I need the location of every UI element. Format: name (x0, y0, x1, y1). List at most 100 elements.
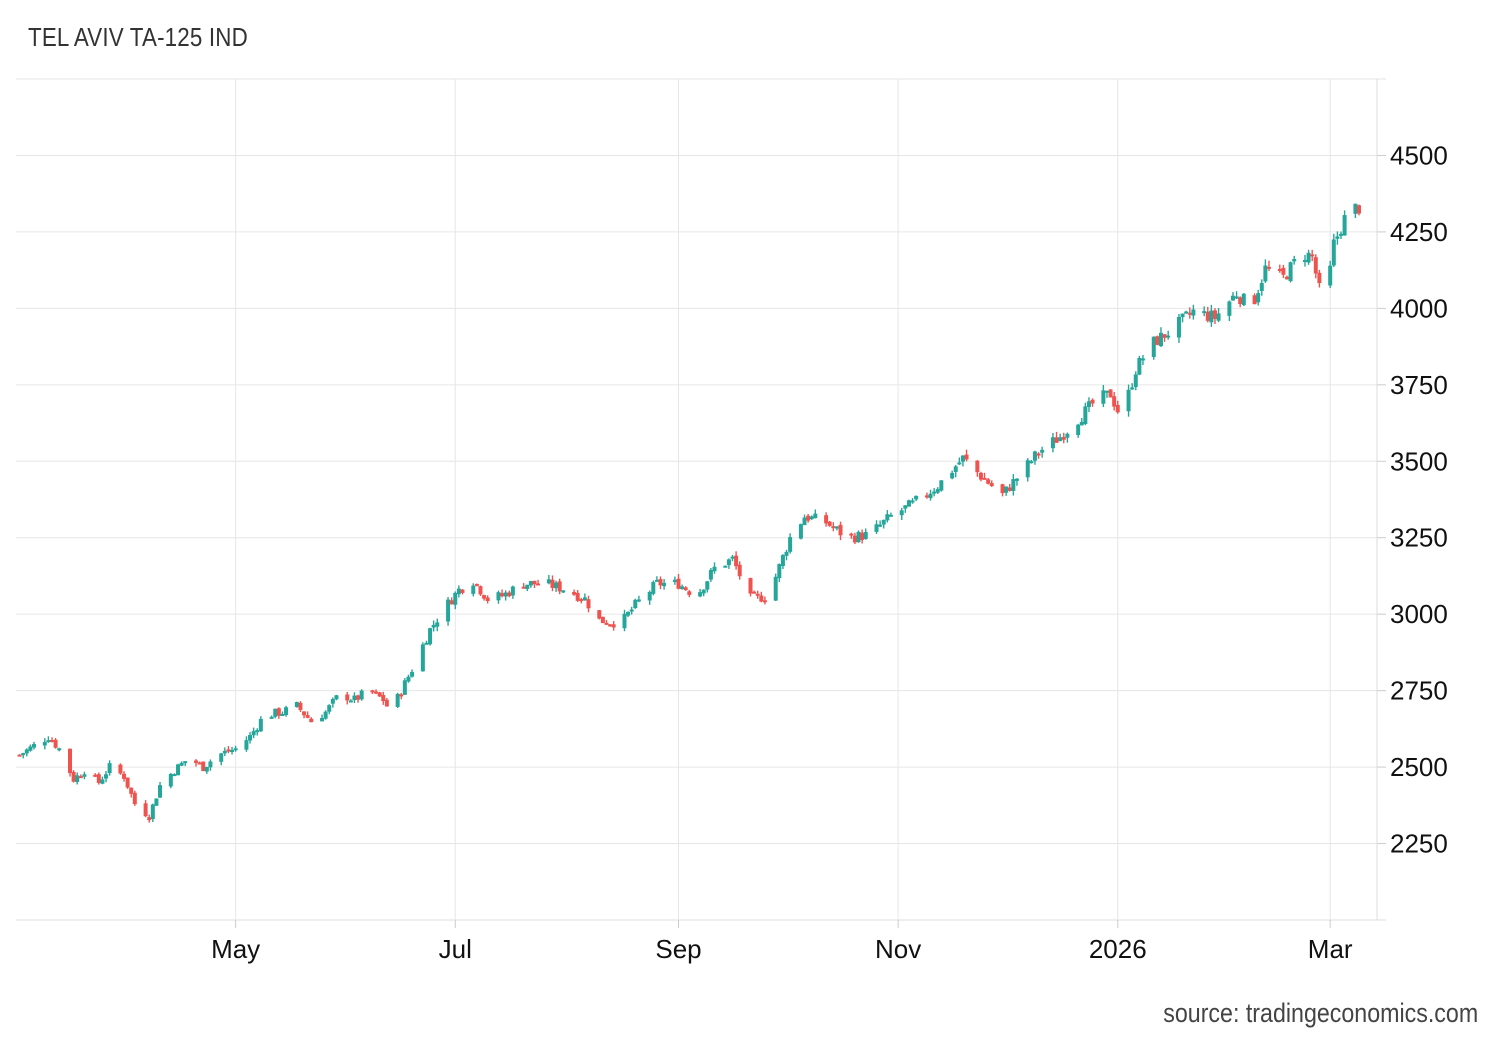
candle-body (1137, 357, 1142, 375)
candle-body (705, 581, 710, 590)
candle-body (453, 592, 458, 605)
candle-down (608, 623, 613, 627)
candle-up (32, 741, 37, 750)
candle-up (863, 528, 868, 540)
candle-body (1032, 451, 1037, 461)
candle-body (773, 576, 778, 601)
candle-body (1241, 293, 1246, 306)
candle-body (662, 582, 667, 587)
candle-body (723, 565, 728, 568)
candle-up (395, 692, 400, 708)
candle-up (1288, 261, 1293, 283)
candle-up (100, 776, 105, 785)
candle-up (348, 699, 353, 703)
candle-up (698, 588, 703, 598)
candle-down (478, 585, 483, 596)
candle-body (1130, 387, 1135, 390)
candle-down (143, 800, 148, 818)
candle-up (701, 589, 706, 597)
candle-body (276, 708, 281, 716)
candle-body (327, 705, 332, 712)
candle-up (352, 692, 357, 704)
candle-body (1202, 311, 1207, 314)
candle-up (730, 554, 735, 562)
candle-body (575, 592, 580, 601)
candle-body (831, 526, 836, 529)
candle-body (683, 587, 688, 591)
candle-down (521, 583, 526, 589)
candle-down (1313, 254, 1318, 279)
candle-up (510, 585, 515, 599)
candle-body (834, 526, 839, 529)
candle-up (1202, 306, 1207, 317)
candle-down (125, 777, 130, 789)
candle-up (1140, 355, 1145, 366)
candle-up (773, 573, 778, 602)
candle-down (381, 691, 386, 705)
candle-up (1133, 371, 1138, 391)
candle-down (201, 761, 206, 772)
candle-body (1252, 295, 1257, 305)
candle-body (950, 472, 955, 479)
candle-body (849, 533, 854, 536)
candle-body (474, 583, 479, 586)
candle-down (557, 578, 562, 595)
candle-up (1004, 486, 1009, 496)
candle-body (46, 740, 51, 743)
candle-down (122, 771, 127, 782)
candle-body (784, 551, 789, 556)
candle-body (104, 774, 109, 779)
candle-body (485, 597, 490, 601)
candle-up (1259, 279, 1264, 296)
candle-body (1216, 313, 1221, 321)
candle-body (1266, 266, 1271, 269)
candle-up (957, 457, 962, 465)
candle-up (802, 514, 807, 526)
candle-body (334, 695, 339, 700)
candle-body (1108, 389, 1113, 398)
candle-up (251, 727, 256, 739)
candle-up (176, 763, 181, 776)
candle-down (460, 589, 465, 595)
candle-body (435, 622, 440, 627)
candle-up (359, 689, 364, 701)
candle-down (586, 595, 591, 613)
candle-body (420, 644, 425, 672)
candle-body (924, 495, 929, 498)
candle-up (561, 590, 566, 594)
candle-up (428, 627, 433, 646)
candle-down (118, 763, 123, 775)
candle-up (453, 591, 458, 610)
candle-body (107, 763, 112, 774)
candle-body (572, 591, 577, 595)
candle-down (860, 529, 865, 544)
candle-down (849, 532, 854, 539)
chart-title: TEL AVIV TA-125 IND (28, 22, 248, 52)
candle-body (809, 516, 814, 520)
candle-up (431, 620, 436, 632)
candle-body (1292, 259, 1297, 262)
candle-body (1335, 236, 1340, 239)
candle-body (219, 753, 224, 762)
candle-body (863, 531, 868, 540)
x-tick-label: 2026 (1089, 934, 1147, 964)
candle-body (176, 764, 181, 776)
candle-up (1058, 433, 1063, 442)
source-label: source: tradingeconomics.com (1163, 998, 1478, 1028)
candle-body (406, 676, 411, 682)
candle-up (230, 746, 235, 755)
candle-down (831, 522, 836, 532)
candle-up (183, 761, 188, 767)
candle-down (762, 596, 767, 605)
candle-body (1065, 433, 1070, 438)
candle-body (528, 581, 533, 586)
candle-up (1241, 293, 1246, 307)
candle-down (197, 761, 202, 765)
candle-body (1112, 396, 1117, 407)
candle-down (17, 754, 22, 757)
candle-body (903, 505, 908, 509)
candle-up (1151, 336, 1156, 360)
candle-up (424, 640, 429, 645)
candle-up (856, 530, 861, 543)
candle-down (384, 698, 389, 707)
